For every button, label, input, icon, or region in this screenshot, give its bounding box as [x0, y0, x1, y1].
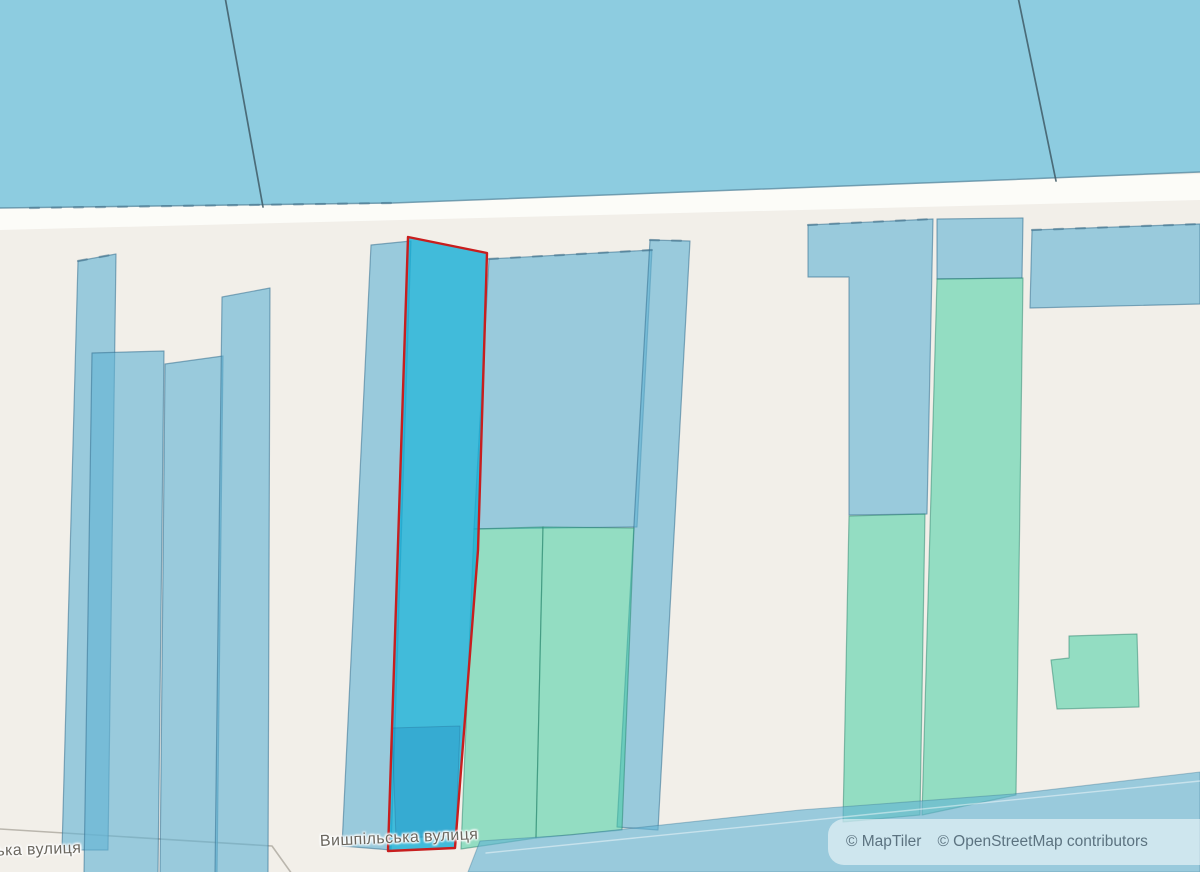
water-edge-line: [0, 171, 1200, 209]
parcel-green-2[interactable]: [535, 526, 635, 839]
parcel-strip-4[interactable]: [214, 287, 271, 872]
road-upper: [0, 174, 1200, 230]
building-footprint: [391, 725, 461, 839]
parcel-blue-far-right[interactable]: [1029, 223, 1200, 309]
dash-strip1-top: [76, 252, 118, 263]
parcel-strip-2[interactable]: [83, 350, 165, 872]
boundary-line-left: [224, 0, 264, 208]
attribution-pill: © MapTiler © OpenStreetMap contributors: [828, 819, 1200, 865]
parcel-green-4[interactable]: [921, 277, 1024, 816]
parcel-green-3[interactable]: [842, 513, 926, 823]
band-inner-line: [485, 780, 1200, 854]
boundary-line-right: [1017, 0, 1057, 182]
selected-parcel-outline: [386, 235, 489, 853]
parcel-green-small[interactable]: [1050, 633, 1140, 710]
dash-narrow-top: [648, 238, 692, 243]
parcel-t-shaped[interactable]: [807, 218, 934, 516]
maptiler-attribution-link[interactable]: © MapTiler: [846, 833, 922, 850]
water-area[interactable]: [0, 0, 1200, 208]
parcel-blue-right[interactable]: [936, 217, 1024, 280]
selected-parcel[interactable]: [388, 237, 487, 851]
osm-attribution-link[interactable]: © OpenStreetMap contributors: [937, 833, 1148, 850]
dash-water-edge: [28, 201, 395, 210]
dash-large-parcel-top: [487, 248, 654, 261]
parcel-strip-3[interactable]: [159, 355, 224, 872]
parcel-large-blue[interactable]: [473, 249, 653, 530]
dash-far-right-top: [1030, 222, 1200, 232]
